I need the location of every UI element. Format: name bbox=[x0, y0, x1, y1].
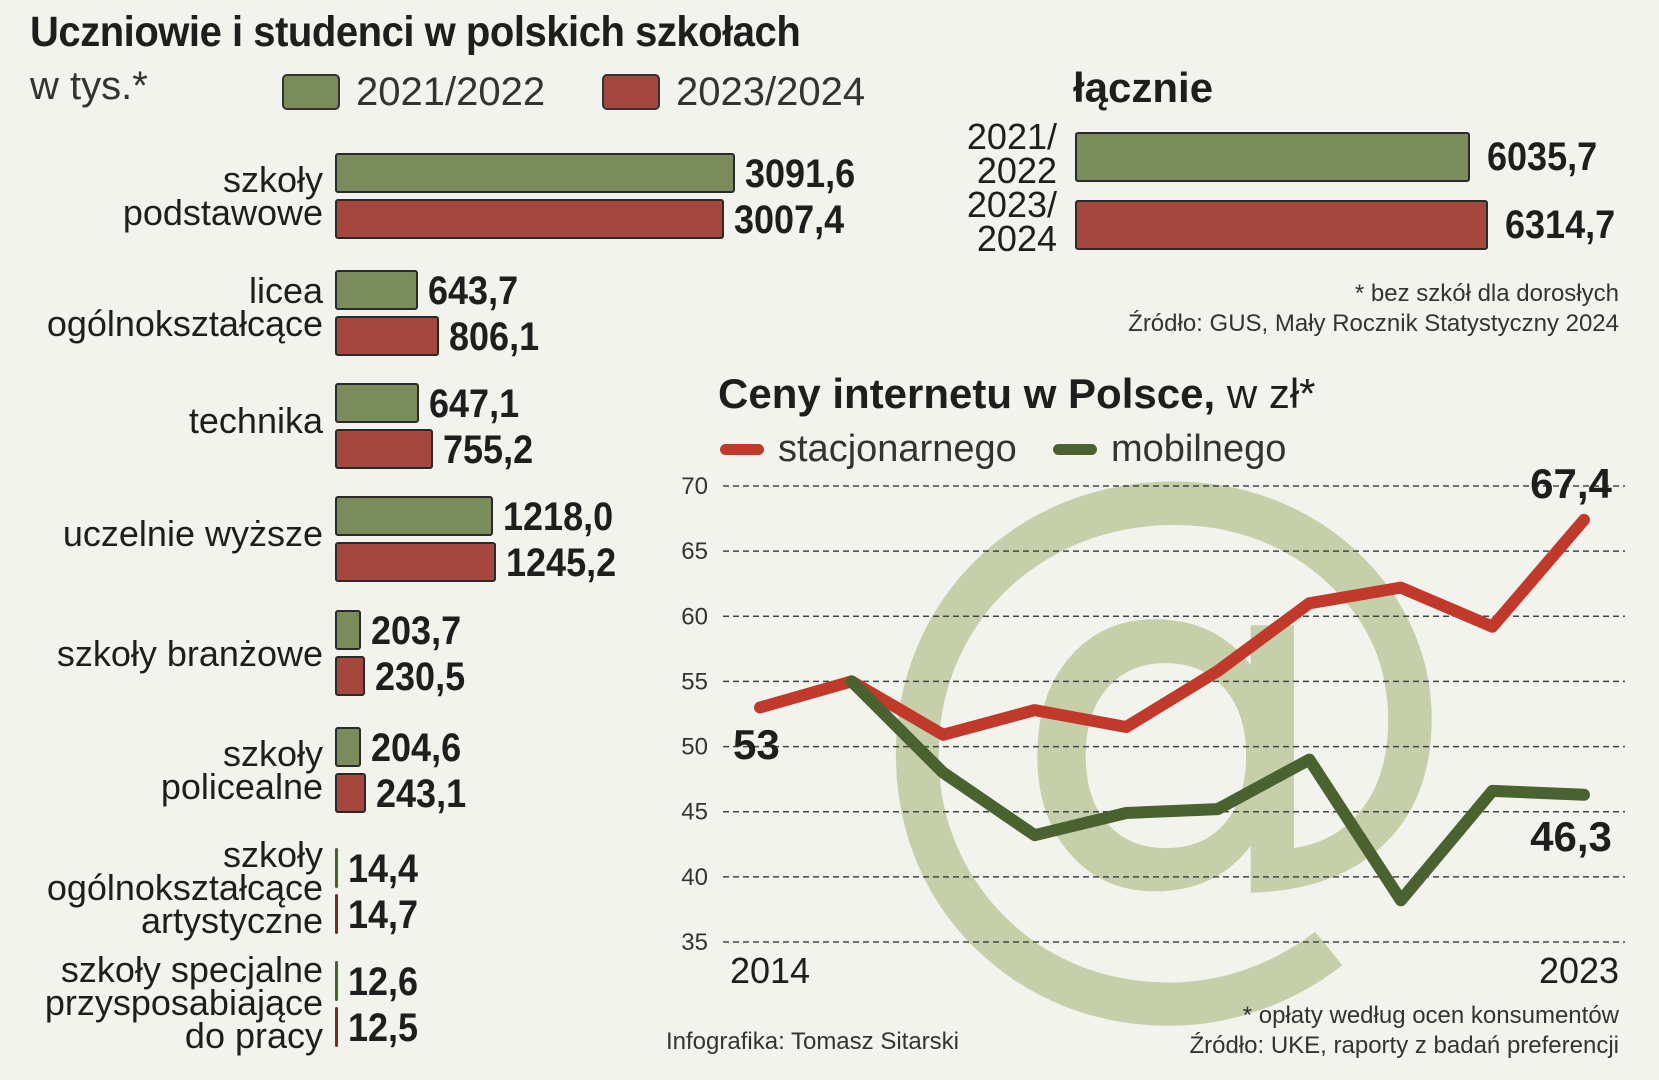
source-internet: Źródło: UKE, raporty z badań preferencji bbox=[1189, 1032, 1619, 1059]
value-label: 3091,6 bbox=[745, 152, 856, 196]
chart-title: Uczniowie i studenci w polskich szkołach bbox=[30, 8, 801, 56]
y-tick-label: 40 bbox=[681, 864, 708, 891]
value-label: 647,1 bbox=[428, 382, 519, 426]
bar-2021 bbox=[335, 848, 338, 888]
category-label: szkoły policealne bbox=[160, 733, 323, 807]
value-label: 755,2 bbox=[442, 428, 533, 472]
x-tick-label: 2023 bbox=[1539, 950, 1619, 991]
value-label: 12,5 bbox=[348, 1006, 419, 1050]
credit: Infografika: Tomasz Sitarski bbox=[666, 1028, 960, 1055]
category-label: szkoły podstawowe bbox=[122, 159, 323, 233]
value-label: 230,5 bbox=[374, 655, 465, 699]
value-label: 643,7 bbox=[428, 269, 519, 313]
total-bar-2021 bbox=[1075, 132, 1470, 182]
legend-item-mobilnego: mobilnego bbox=[1053, 428, 1286, 471]
value-label: 3007,4 bbox=[734, 198, 845, 242]
data-label-end-mobilnego: 46,3 bbox=[1530, 813, 1612, 860]
total-value: 6314,7 bbox=[1505, 203, 1616, 247]
series-line-mobilnego bbox=[845, 675, 1590, 907]
bar-2021 bbox=[335, 727, 362, 767]
bar-2023 bbox=[335, 773, 367, 813]
bar-2023 bbox=[335, 1007, 338, 1047]
category-label: uczelnie wyższe bbox=[62, 512, 323, 554]
data-label-end-stacjonarnego: 67,4 bbox=[1530, 460, 1612, 507]
legend-label-mobilnego: mobilnego bbox=[1111, 428, 1287, 470]
y-tick-label: 65 bbox=[681, 538, 708, 565]
y-tick-label: 35 bbox=[681, 929, 708, 956]
legend-label-stacjonarnego: stacjonarnego bbox=[778, 428, 1017, 470]
y-tick-label: 45 bbox=[681, 799, 708, 826]
legend-item-stacjonarnego: stacjonarnego bbox=[720, 428, 1017, 471]
legend-item-2023: 2023/2024 bbox=[602, 69, 866, 114]
bar-2021 bbox=[335, 153, 735, 193]
y-tick-label: 50 bbox=[681, 734, 708, 761]
legend-item-2021: 2021/2022 bbox=[282, 69, 546, 114]
value-label: 1218,0 bbox=[502, 495, 613, 539]
category-label: szkoły specjalne przysposabiające do pracy bbox=[44, 948, 323, 1056]
bar-2023 bbox=[335, 894, 338, 934]
footnote-internet: * opłaty według ocen konsumentów bbox=[1242, 1002, 1619, 1029]
unit-label: w tys.* bbox=[30, 64, 148, 108]
bar-2021 bbox=[335, 270, 419, 310]
bar-2023 bbox=[335, 199, 725, 239]
value-label: 1245,2 bbox=[506, 541, 617, 585]
footnote-schools: * bez szkół dla dorosłych bbox=[1354, 280, 1619, 307]
internet-chart-title-main: Ceny internetu w Polsce, bbox=[718, 370, 1216, 417]
bar-2023 bbox=[335, 656, 365, 696]
internet-chart-title: Ceny internetu w Polsce, w zł* bbox=[718, 370, 1316, 418]
value-label: 12,6 bbox=[348, 960, 419, 1004]
value-label: 204,6 bbox=[371, 726, 462, 770]
bar-2021 bbox=[335, 496, 493, 536]
legend-label-2023: 2023/2024 bbox=[676, 69, 866, 114]
value-label: 14,4 bbox=[348, 847, 419, 891]
y-tick-label: 70 bbox=[681, 473, 708, 500]
total-year-label: 2021/2022 bbox=[966, 116, 1057, 191]
internet-chart-title-unit: w zł* bbox=[1226, 370, 1316, 417]
total-title: łącznie bbox=[1073, 64, 1214, 111]
category-label: licea ogólnokształcące bbox=[46, 270, 323, 344]
bar-2021 bbox=[335, 383, 419, 423]
bar-2023 bbox=[335, 542, 497, 582]
total-bar-2023 bbox=[1075, 200, 1489, 250]
total-value: 6035,7 bbox=[1487, 135, 1598, 179]
x-tick-label: 2014 bbox=[730, 950, 810, 991]
legend-swatch-red bbox=[602, 74, 660, 110]
source-schools: Źródło: GUS, Mały Rocznik Statystyczny 2… bbox=[1128, 310, 1619, 337]
bar-2023 bbox=[335, 429, 433, 469]
y-tick-label: 55 bbox=[681, 668, 708, 695]
legend-swatch-green bbox=[282, 74, 340, 110]
bar-2021 bbox=[335, 610, 362, 650]
bar-2023 bbox=[335, 316, 440, 356]
category-label: szkoły ogólnokształcące artystyczne bbox=[46, 833, 323, 941]
data-label-start: 53 bbox=[733, 721, 780, 768]
value-label: 806,1 bbox=[449, 315, 540, 359]
category-label: technika bbox=[188, 399, 323, 441]
value-label: 14,7 bbox=[348, 893, 419, 937]
legend-label-2021: 2021/2022 bbox=[356, 69, 546, 114]
total-year-label: 2023/2024 bbox=[966, 184, 1057, 259]
legend-line-red bbox=[720, 444, 764, 455]
series-line-stacjonarnego bbox=[754, 513, 1590, 741]
y-tick-label: 60 bbox=[681, 603, 708, 630]
legend-line-green bbox=[1053, 444, 1097, 455]
value-label: 243,1 bbox=[376, 772, 467, 816]
value-label: 203,7 bbox=[371, 609, 462, 653]
category-label: szkoły branżowe bbox=[56, 632, 323, 674]
bar-2021 bbox=[335, 961, 338, 1001]
